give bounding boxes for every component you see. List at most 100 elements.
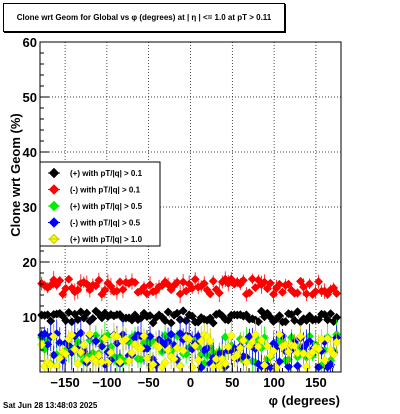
data-point <box>256 335 266 345</box>
data-point <box>163 307 173 317</box>
data-point <box>94 275 104 285</box>
data-point <box>280 317 291 327</box>
data-point <box>190 341 200 351</box>
data-point <box>208 318 218 328</box>
data-point <box>193 355 203 365</box>
y-axis-label: Clone wrt Geom (%) <box>8 113 23 237</box>
data-point <box>166 329 176 339</box>
data-point <box>241 357 251 367</box>
data-point <box>320 355 330 365</box>
timestamp: Sat Jun 28 13:48:03 2025 <box>3 401 98 410</box>
data-point <box>326 309 336 319</box>
data-point <box>55 276 65 286</box>
chart-title: Clone wrt Geom for Global vs φ (degrees)… <box>3 3 285 32</box>
data-point <box>274 357 285 367</box>
data-point <box>286 309 297 320</box>
data-point <box>274 311 285 321</box>
data-point <box>100 333 110 344</box>
data-point <box>295 331 306 342</box>
data-point <box>187 311 197 321</box>
data-point <box>145 311 155 321</box>
data-point <box>82 308 92 318</box>
x-tick-label: −150 <box>50 375 79 390</box>
x-tick-label: 150 <box>305 375 327 390</box>
data-point <box>61 349 71 359</box>
x-tick-label: 0 <box>187 375 194 390</box>
x-tick-label: 50 <box>225 375 239 390</box>
data-point <box>190 274 200 284</box>
data-point <box>121 334 131 344</box>
data-point <box>259 360 269 370</box>
data-point <box>292 307 303 317</box>
data-point <box>49 331 59 342</box>
data-point <box>130 277 140 288</box>
data-point <box>112 331 122 341</box>
legend-box <box>39 161 161 247</box>
x-tick-label: −50 <box>138 375 160 390</box>
data-point <box>283 279 294 289</box>
axes: −150 −100 −50 0 50 100 150 10 20 30 40 50 60 <box>23 35 342 390</box>
data-point <box>106 348 116 358</box>
data-point <box>67 330 77 340</box>
data-point <box>332 288 342 299</box>
data-point <box>103 358 113 368</box>
data-point <box>268 346 278 356</box>
data-point <box>178 346 188 356</box>
legend-label: (+) with pT/|q| > 0.1 <box>70 169 143 178</box>
data-point <box>301 289 312 299</box>
data-point <box>208 276 218 286</box>
data-point <box>238 335 248 345</box>
data-point <box>97 357 107 367</box>
data-point <box>226 331 236 341</box>
data-point <box>154 342 164 352</box>
data-point <box>70 344 80 354</box>
data-point <box>265 278 275 288</box>
data-point <box>332 337 342 347</box>
data-point <box>220 359 230 369</box>
data-point <box>178 306 188 316</box>
data-point <box>292 361 303 371</box>
data-point <box>175 289 185 299</box>
y-tick-label: 10 <box>23 310 37 325</box>
data-point <box>274 279 285 289</box>
x-tick-label: 100 <box>263 375 285 390</box>
data-point <box>79 340 89 350</box>
y-tick-label: 50 <box>23 90 37 105</box>
data-point <box>169 354 179 364</box>
data-point <box>187 362 197 372</box>
data-point <box>305 279 315 289</box>
data-point <box>148 359 158 369</box>
data-point <box>145 280 155 290</box>
data-point <box>205 289 215 299</box>
data-point <box>73 359 83 369</box>
y-tick-label: 40 <box>23 145 37 160</box>
data-point <box>244 288 254 298</box>
data-point <box>250 283 260 293</box>
data-point <box>160 357 170 368</box>
data-point <box>247 274 257 284</box>
data-point <box>292 288 303 298</box>
legend-label: (-) with pT/|q| > 0.1 <box>70 186 141 195</box>
data-point <box>115 277 125 287</box>
data-point <box>136 343 146 353</box>
y-tick-label: 30 <box>23 200 37 215</box>
data-point <box>115 357 125 367</box>
data-point <box>127 348 137 358</box>
y-tick-label: 20 <box>23 255 37 270</box>
data-point <box>274 329 285 340</box>
data-point <box>76 307 86 317</box>
y-tick-label: 60 <box>23 35 37 50</box>
data-point <box>91 336 101 346</box>
data-point <box>199 279 209 289</box>
x-tick-label: −100 <box>92 375 121 390</box>
data-point <box>262 341 272 351</box>
x-axis-label: φ (degrees) <box>269 393 340 408</box>
data-point <box>205 336 215 346</box>
data-point <box>259 277 269 287</box>
data-point <box>250 330 260 340</box>
data-point <box>88 313 98 324</box>
data-point <box>184 334 194 344</box>
data-point <box>139 331 149 341</box>
data-point <box>46 360 56 370</box>
